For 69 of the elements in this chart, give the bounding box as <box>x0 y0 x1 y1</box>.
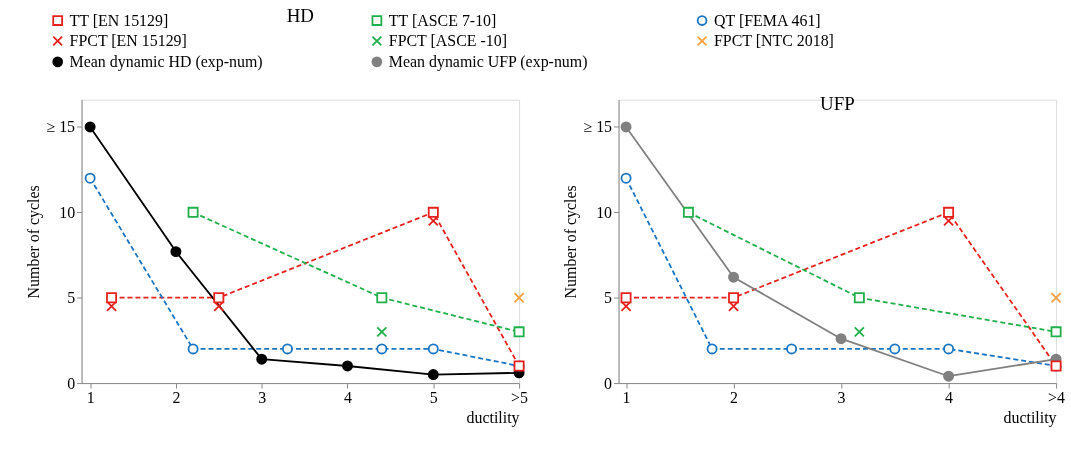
point <box>187 343 199 355</box>
point <box>427 343 439 355</box>
x-tick-label: >4 <box>1048 389 1066 407</box>
x-tick-label: 5 <box>429 389 438 407</box>
point <box>853 326 865 338</box>
point <box>84 121 96 133</box>
x-axis-title: ductility <box>1003 409 1057 428</box>
y-tick-label: 0 <box>604 374 613 392</box>
point <box>1050 292 1062 304</box>
legend-label: Mean dynamic UFP (exp-num) <box>388 52 588 71</box>
point <box>1050 326 1062 338</box>
point <box>943 206 955 218</box>
chart-title: UFP <box>819 92 855 114</box>
legend-label: Mean dynamic HD (exp-num) <box>69 52 263 71</box>
point <box>728 271 740 283</box>
point <box>682 206 694 218</box>
point <box>213 292 225 304</box>
y-tick-label: 0 <box>67 374 76 392</box>
x-tick-label: 3 <box>837 389 846 407</box>
point <box>256 353 268 365</box>
x-tick-label: 4 <box>344 389 353 407</box>
point <box>943 343 955 355</box>
point <box>427 369 439 381</box>
legend-label: TT [EN 15129] <box>69 11 169 29</box>
y-tick-label: 10 <box>59 203 76 221</box>
point <box>835 333 847 345</box>
point <box>427 206 439 218</box>
point <box>889 343 901 355</box>
y-tick-label: 5 <box>67 289 76 307</box>
legend-label: TT [ASCE 7-10] <box>388 11 497 29</box>
point <box>786 343 798 355</box>
point <box>342 360 353 372</box>
x-tick-label: 1 <box>86 389 95 407</box>
point <box>187 206 199 218</box>
x-axis-title: ductility <box>466 409 520 428</box>
x-tick-label: >5 <box>511 389 529 407</box>
chart-title: HD <box>286 5 314 27</box>
point <box>376 326 388 338</box>
point <box>84 172 96 184</box>
x-tick-label: 2 <box>172 389 181 407</box>
point <box>106 292 118 304</box>
point <box>853 292 865 304</box>
legend-label: FPCT [ASCE -10] <box>388 31 507 49</box>
point <box>620 292 632 304</box>
y-tick-label: 5 <box>604 289 613 307</box>
x-tick-label: 2 <box>730 389 739 407</box>
y-axis-title: Number of cycles <box>562 185 581 299</box>
point <box>376 343 388 355</box>
point <box>376 292 388 304</box>
x-tick-label: 1 <box>622 389 631 407</box>
point <box>170 246 182 258</box>
y-tick-label: ≥ 15 <box>583 118 613 136</box>
point <box>513 292 525 304</box>
point <box>427 215 439 227</box>
y-tick-label: 10 <box>596 203 613 221</box>
point <box>728 292 740 304</box>
point <box>620 172 632 184</box>
point <box>620 121 632 133</box>
y-tick-label: ≥ 15 <box>46 118 76 136</box>
point <box>706 343 718 355</box>
x-tick-label: 4 <box>945 389 954 407</box>
y-axis-title: Number of cycles <box>25 185 44 299</box>
legend-label: QT [FEMA 461] <box>714 11 821 29</box>
point <box>943 370 955 382</box>
legend-label: FPCT [NTC 2018] <box>714 31 834 49</box>
point <box>281 343 293 355</box>
legend-label: FPCT [EN 15129] <box>69 31 187 49</box>
point <box>513 326 525 338</box>
x-tick-label: 3 <box>258 389 267 407</box>
